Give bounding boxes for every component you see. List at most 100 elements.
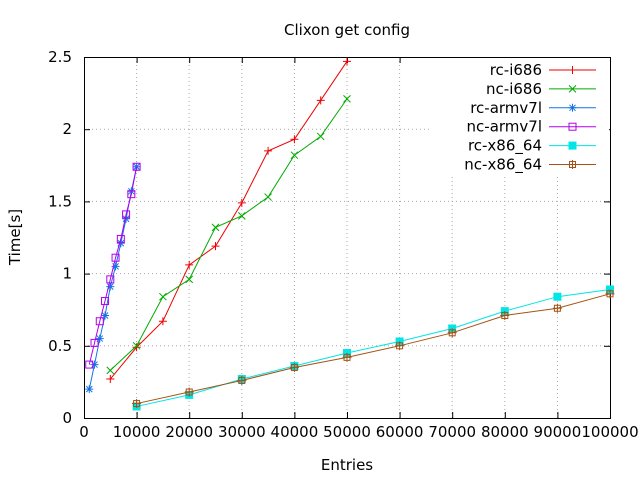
- x-tick-label: 40000: [271, 423, 319, 441]
- cross-marker: [211, 223, 220, 232]
- asterisk-marker: [85, 385, 94, 394]
- asterisk-marker: [90, 360, 99, 369]
- plus-marker: [264, 146, 273, 155]
- x-tick-label: 70000: [428, 423, 476, 441]
- asterisk-marker: [111, 262, 120, 271]
- x-tick-label: 20000: [165, 423, 213, 441]
- legend-entry-rc-armv7l: rc-armv7l: [470, 99, 596, 117]
- x-tick-label: 30000: [218, 423, 266, 441]
- plus-marker: [290, 135, 299, 144]
- asterisk-marker: [101, 311, 110, 320]
- legend-entry-nc-i686: nc-i686: [486, 80, 596, 98]
- square-plus-marker: [568, 160, 577, 169]
- legend-entry-nc-armv7l: nc-armv7l: [467, 118, 596, 136]
- y-tick-label: 2: [62, 120, 72, 138]
- legend-label: nc-i686: [486, 80, 542, 98]
- legend-entry-nc-x86_64: nc-x86_64: [464, 156, 596, 175]
- cross-marker: [568, 85, 577, 93]
- square-open-marker: [111, 253, 120, 262]
- series-line: [88, 166, 138, 365]
- plus-marker: [343, 57, 351, 66]
- square-open-marker: [85, 360, 94, 369]
- square-open-marker: [116, 234, 125, 243]
- square-plus-marker: [552, 303, 562, 313]
- cross-marker: [237, 211, 246, 220]
- y-tick-label: 1: [62, 265, 72, 283]
- y-axis-label: Time[s]: [6, 208, 24, 266]
- plus-marker: [158, 317, 167, 326]
- series-line: [136, 293, 611, 405]
- asterisk-marker: [568, 103, 577, 112]
- plus-marker: [211, 242, 220, 251]
- plus-marker: [237, 198, 246, 207]
- x-tick-label: 100000: [581, 423, 638, 441]
- square-plus-marker: [605, 289, 615, 299]
- series-line: [109, 61, 348, 380]
- plus-marker: [568, 66, 577, 74]
- plus-marker: [185, 260, 194, 269]
- y-tick-label: 1.5: [48, 192, 72, 210]
- square-plus-marker: [237, 375, 247, 385]
- square-plus-marker: [395, 341, 405, 351]
- series-line: [136, 288, 611, 407]
- asterisk-marker: [122, 214, 131, 223]
- legend-label: rc-x86_64: [468, 137, 542, 156]
- plus-marker: [316, 96, 325, 105]
- series-rc-i686: [106, 57, 351, 384]
- square-plus-marker: [447, 328, 457, 338]
- x-axis-label: Entries: [320, 456, 374, 474]
- square-filled-marker: [568, 141, 577, 150]
- cross-marker: [159, 292, 167, 301]
- legend: rc-i686nc-i686rc-armv7lnc-armv7lrc-x86_6…: [430, 58, 609, 176]
- cross-marker: [343, 95, 351, 103]
- square-open-marker: [568, 122, 577, 131]
- y-tick-label: 0: [62, 409, 72, 427]
- asterisk-marker: [127, 187, 136, 196]
- cross-marker: [316, 132, 325, 141]
- cross-marker: [185, 275, 194, 284]
- chart-title: Clixon get config: [284, 21, 410, 39]
- cross-marker: [264, 193, 272, 201]
- legend-entry-rc-x86_64: rc-x86_64: [468, 137, 596, 156]
- legend-label: rc-armv7l: [470, 99, 542, 117]
- legend-background: [430, 58, 609, 176]
- tick-labels: 0 10000 20000 30000 40000 50000 60000 70000 8000…: [48, 48, 638, 441]
- square-plus-marker: [132, 399, 142, 409]
- square-open-marker: [90, 338, 99, 347]
- cross-marker: [132, 341, 141, 350]
- y-tick-label: 0.5: [48, 337, 72, 355]
- square-open-marker: [127, 190, 136, 199]
- x-tick-label: 10000: [113, 423, 161, 441]
- y-tick-label: 2.5: [48, 48, 72, 66]
- x-tick-label: 60000: [376, 423, 424, 441]
- square-open-marker: [122, 210, 131, 219]
- series-rc-x86_64: [132, 285, 614, 411]
- square-plus-marker: [342, 352, 352, 362]
- cross-marker: [106, 366, 115, 375]
- series-line: [109, 98, 348, 371]
- asterisk-marker: [116, 239, 125, 248]
- series-nc-armv7l: [85, 162, 141, 369]
- asterisk-marker: [95, 334, 104, 343]
- square-plus-marker: [184, 387, 194, 397]
- legend-label: rc-i686: [490, 61, 542, 79]
- square-plus-marker: [500, 310, 510, 320]
- legend-label: nc-armv7l: [467, 118, 542, 136]
- legend-label: nc-x86_64: [464, 156, 542, 175]
- x-tick-label: 0: [79, 423, 89, 441]
- legend-entry-rc-i686: rc-i686: [490, 61, 596, 79]
- series-nc-x86_64: [132, 289, 615, 409]
- series-nc-i686: [106, 95, 351, 375]
- square-filled-marker: [553, 292, 562, 301]
- square-open-marker: [106, 275, 115, 284]
- square-open-marker: [101, 297, 110, 306]
- square-open-marker: [95, 317, 104, 326]
- x-tick-label: 50000: [323, 423, 371, 441]
- plus-marker: [132, 343, 141, 352]
- asterisk-marker: [106, 282, 115, 291]
- x-tick-label: 80000: [481, 423, 529, 441]
- square-open-marker: [132, 162, 141, 171]
- x-tick-label: 90000: [534, 423, 582, 441]
